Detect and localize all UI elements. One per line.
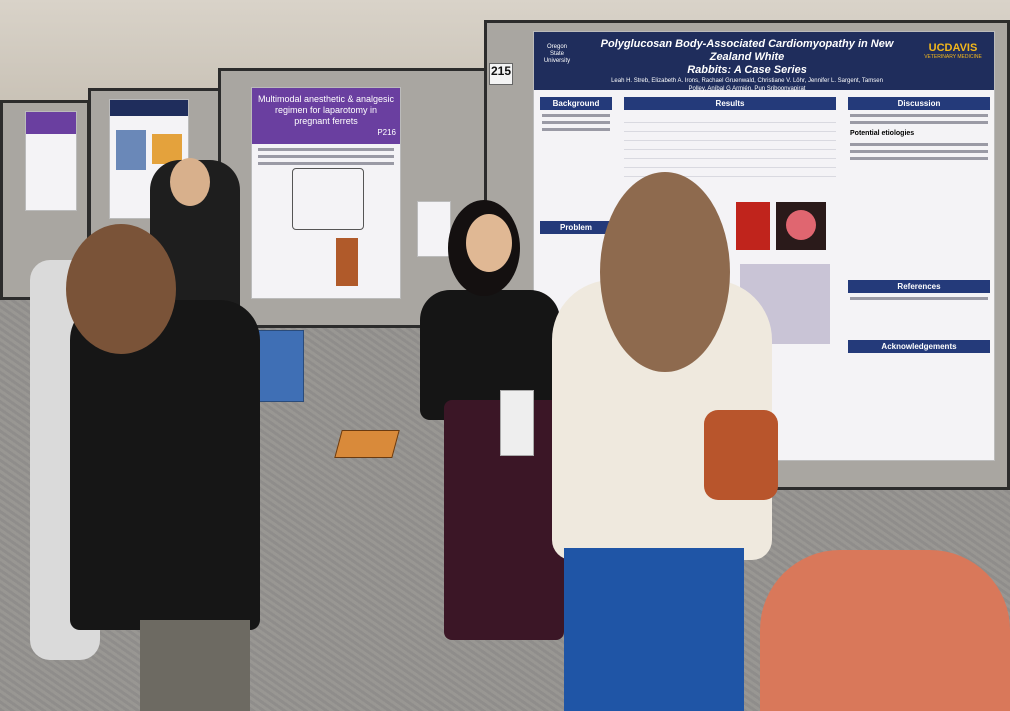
presenter-jacket bbox=[420, 290, 560, 420]
section-background: Background bbox=[540, 97, 612, 110]
attendee-hair bbox=[600, 172, 730, 372]
poster-title-line1: Polyglucosan Body-Associated Cardiomyopa… bbox=[600, 38, 894, 63]
section-problem: Problem bbox=[540, 221, 612, 234]
foreground-shoulder bbox=[760, 550, 1010, 711]
anesthesia-poster-title: Multimodal anesthetic & analgesic regime… bbox=[257, 94, 395, 126]
discussion-subhead: Potential etiologies bbox=[850, 130, 915, 137]
book-on-floor bbox=[334, 430, 400, 458]
poster-title-block: Polyglucosan Body-Associated Cardiomyopa… bbox=[582, 38, 912, 93]
left-column: Background Problem bbox=[536, 94, 616, 237]
osu-logo: Oregon State University bbox=[543, 44, 571, 64]
poster-authors-line1: Leah H. Streb, Elizabeth A. Irons, Racha… bbox=[611, 78, 883, 84]
heart-photo bbox=[736, 202, 770, 250]
name-badge bbox=[500, 390, 534, 456]
text-line bbox=[258, 162, 394, 165]
poster-figure bbox=[152, 134, 182, 164]
heart-section-photo bbox=[776, 202, 826, 250]
text-line bbox=[850, 157, 988, 160]
anesthesia-poster-code: P216 bbox=[377, 128, 396, 137]
presenter-face bbox=[466, 214, 512, 272]
anesthesia-poster: Multimodal anesthetic & analgesic regime… bbox=[251, 87, 401, 299]
anesthesia-poster-header: Multimodal anesthetic & analgesic regime… bbox=[252, 88, 400, 144]
ucdavis-logo-sub: VETERINARY MEDICINE bbox=[924, 54, 982, 60]
section-discussion: Discussion bbox=[848, 97, 990, 110]
text-line bbox=[258, 148, 394, 151]
center-board: Multimodal anesthetic & analgesic regime… bbox=[218, 68, 488, 328]
person-foreground-woman bbox=[70, 300, 260, 630]
text-line bbox=[542, 128, 610, 131]
poster-diagram bbox=[292, 168, 364, 230]
attendee-jeans bbox=[564, 548, 744, 711]
left-board-poster-header bbox=[110, 100, 188, 116]
poster-header: Oregon State University Polyglucosan Bod… bbox=[534, 32, 994, 93]
handout-sheet bbox=[417, 201, 451, 257]
section-acknowledgements: Acknowledgements bbox=[848, 340, 990, 353]
poster-title-line2: Rabbits: A Case Series bbox=[687, 64, 807, 76]
text-line bbox=[258, 155, 394, 158]
text-line bbox=[850, 114, 988, 117]
person-hair bbox=[66, 224, 176, 354]
text-line bbox=[542, 114, 610, 117]
text-line bbox=[850, 121, 988, 124]
crossbody-bag bbox=[704, 410, 778, 500]
poster-figure bbox=[116, 130, 146, 170]
far-left-poster bbox=[25, 111, 77, 211]
text-line bbox=[850, 150, 988, 153]
text-line bbox=[850, 143, 988, 146]
ucdavis-logo: UCDAVIS VETERINARY MEDICINE bbox=[918, 42, 988, 60]
far-left-poster-header bbox=[26, 112, 76, 134]
person-head bbox=[170, 158, 210, 206]
ucdavis-logo-text: UCDAVIS bbox=[928, 42, 978, 54]
left-board-poster bbox=[109, 99, 189, 219]
poster-photo bbox=[336, 238, 358, 286]
discussion-column: Discussion Potential etiologies Referenc… bbox=[844, 94, 994, 356]
poster-authors-line2: Polley, Aníbal G Armién, Pun Sriboonyapi… bbox=[688, 86, 806, 92]
text-line bbox=[850, 297, 988, 300]
section-results: Results bbox=[624, 97, 836, 110]
board-number: 215 bbox=[489, 63, 513, 85]
section-references: References bbox=[848, 280, 990, 293]
person-trousers bbox=[140, 620, 250, 711]
heart-cross-section bbox=[786, 210, 816, 240]
text-line bbox=[542, 121, 610, 124]
